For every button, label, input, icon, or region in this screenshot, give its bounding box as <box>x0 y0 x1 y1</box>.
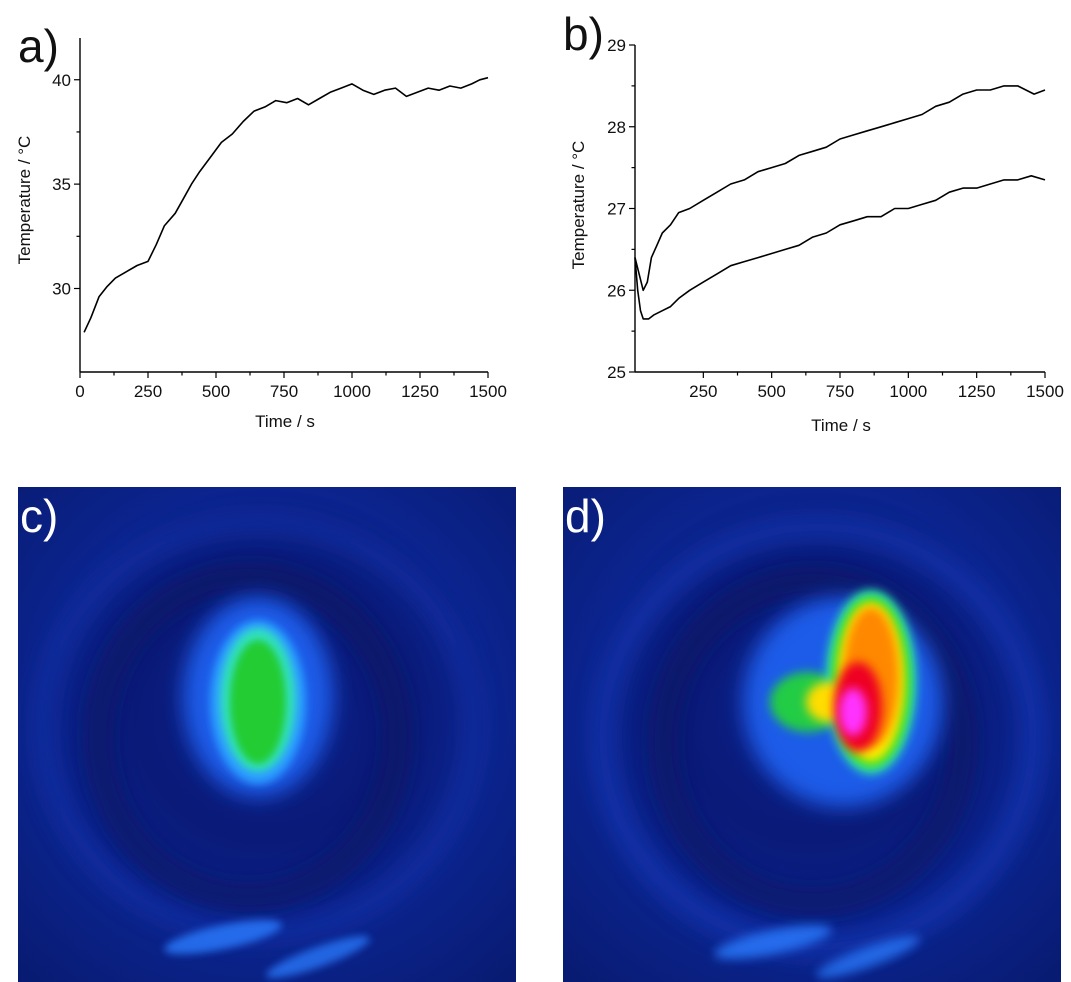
chart-b-x-tick-label: 1250 <box>958 382 996 401</box>
thermal-c-hotspot <box>230 640 286 764</box>
thermal-c-reflection-2 <box>266 935 370 979</box>
chart-b-x-tick-label: 1000 <box>889 382 927 401</box>
chart-b-y-tick-label: 28 <box>607 118 626 137</box>
thermal-d-reflection <box>714 924 832 960</box>
thermal-image-d: d) <box>563 487 1061 982</box>
chart-b-x-tick-label: 500 <box>757 382 785 401</box>
thermal-image-c: c) <box>18 487 516 982</box>
panel-label-c: c) <box>20 490 58 542</box>
chart-b-xlabel: Time / s <box>811 416 871 435</box>
chart-a-x-tick-label: 500 <box>202 382 230 401</box>
chart-a-y-tick-label: 35 <box>52 175 71 194</box>
chart-b-ylabel-visible: Temperature / °C <box>569 141 588 270</box>
chart-b-y-tick-label: 25 <box>607 363 626 382</box>
chart-a-x-tick-label: 250 <box>134 382 162 401</box>
chart-a: a) 0 250 500 750 1000 1250 1500 30 35 40 Time / s… <box>15 20 507 431</box>
chart-b-x-tick-label: 250 <box>689 382 717 401</box>
chart-a-x-tick-label: 1250 <box>401 382 439 401</box>
chart-a-ylabel: Temperature / °C <box>15 136 34 265</box>
thermal-d-inner-ring <box>648 567 978 917</box>
chart-a-x-tick-label: 0 <box>75 382 84 401</box>
chart-b-y-tick-label: 27 <box>607 200 626 219</box>
chart-a-x-tick-label: 750 <box>270 382 298 401</box>
chart-b-y-tick-label: 26 <box>607 281 626 300</box>
chart-b-series-line-2 <box>634 175 1046 320</box>
chart-b-series-line-1 <box>634 85 1046 292</box>
panel-label-b: b) <box>563 8 604 60</box>
chart-b-x-tick-label: 1500 <box>1026 382 1064 401</box>
thermal-c-inner-ring <box>83 562 413 912</box>
chart-b: b) 250 500 750 1000 1250 1500 25 26 27 28 29 Time … <box>563 8 1064 435</box>
chart-a-y-tick-label: 30 <box>52 280 71 299</box>
chart-a-xlabel: Time / s <box>255 412 315 431</box>
chart-a-x-tick-label: 1000 <box>333 382 371 401</box>
chart-a-series-line-1 <box>83 76 489 333</box>
thermal-c-reflection <box>164 919 282 955</box>
thermal-d-reflection-2 <box>816 935 920 979</box>
panel-label-d: d) <box>565 490 606 542</box>
chart-a-x-tick-label: 1500 <box>469 382 507 401</box>
chart-a-axes: 0 250 500 750 1000 1250 1500 30 35 40 <box>52 38 507 401</box>
chart-b-x-tick-label: 750 <box>826 382 854 401</box>
chart-a-y-tick-label: 40 <box>52 71 71 90</box>
thermal-d-hotspot <box>839 688 867 736</box>
thermal-d-ring <box>591 515 1045 959</box>
panel-label-a: a) <box>18 20 59 72</box>
chart-b-y-tick-label: 29 <box>607 36 626 55</box>
chart-b-axes: 250 500 750 1000 1250 1500 25 26 27 28 29 <box>607 36 1064 401</box>
